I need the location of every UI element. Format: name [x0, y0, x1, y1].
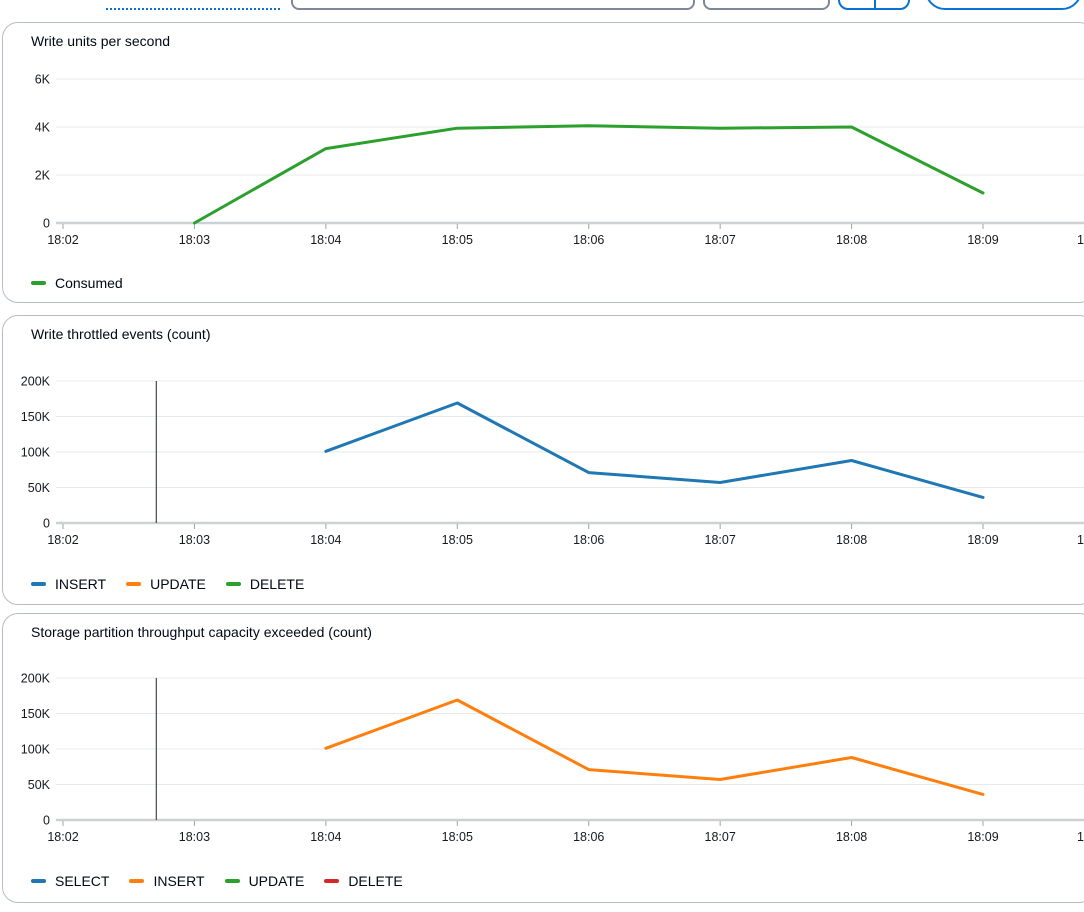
chart-title: Storage partition throughput capacity ex…	[31, 624, 372, 640]
x-axis-overflow-label: 1	[1077, 830, 1084, 844]
toolbar	[0, 0, 1084, 14]
x-axis-tick-label: 18:03	[179, 533, 210, 547]
legend-swatch-icon	[126, 582, 142, 586]
y-axis-tick-label: 100K	[21, 743, 51, 757]
legend-item[interactable]: INSERT	[31, 576, 106, 592]
line-chart-canvas[interactable]: 6K 4K 2K 0 18:02 18:03 18:04 18:05 18:06 18:07 18:…	[3, 23, 1084, 263]
x-axis-tick-label: 18:06	[573, 830, 604, 844]
x-axis-tick-label: 18:09	[967, 830, 998, 844]
x-axis-tick-label: 18:04	[310, 533, 341, 547]
x-axis-tick-label: 18:02	[47, 233, 78, 247]
x-axis-tick-label: 18:05	[442, 830, 473, 844]
line-chart-canvas[interactable]: 200K 150K 100K 50K 0 18:02 18:03 18:04 18:05 18:0…	[3, 316, 1084, 564]
y-axis-tick-label: 200K	[21, 672, 51, 686]
x-axis-tick-label: 18:09	[967, 533, 998, 547]
y-axis-tick-label: 100K	[21, 446, 51, 460]
x-axis-overflow-label: 1	[1077, 533, 1084, 547]
series-line-insert	[324, 698, 985, 796]
legend-item[interactable]: UPDATE	[224, 873, 305, 889]
legend-label: DELETE	[348, 873, 403, 889]
legend-label: DELETE	[249, 576, 305, 592]
series-line-consumed	[192, 124, 985, 225]
x-axis-tick-label: 18:05	[442, 233, 473, 247]
x-axis-tick-label: 18:08	[836, 533, 867, 547]
x-axis-tick-label: 18:08	[836, 830, 867, 844]
chart-panel-write-units: Write units per second 6K 4K 2K 0 18:02 18:03…	[2, 22, 1084, 303]
legend-label: INSERT	[55, 576, 107, 592]
chart-panel-write-throttled: Write throttled events (count) 200K 150K 1…	[2, 315, 1084, 605]
legend-swatch-icon	[31, 281, 46, 285]
y-axis-tick-label: 200K	[21, 375, 51, 389]
chart-legend: Consumed	[31, 275, 123, 291]
x-axis-tick-label: 18:07	[705, 233, 736, 247]
x-axis-tick-label: 18:09	[967, 233, 998, 247]
legend-label: UPDATE	[248, 873, 305, 889]
series-line-insert	[324, 401, 985, 499]
info-link-underline[interactable]	[106, 0, 280, 10]
x-axis-tick-label: 18:04	[310, 233, 341, 247]
y-axis-tick-label: 0	[43, 517, 50, 531]
legend-swatch-icon	[324, 879, 340, 883]
legend-swatch-icon	[31, 879, 46, 883]
y-axis-tick-label: 4K	[35, 121, 51, 135]
chart-title: Write units per second	[31, 33, 171, 49]
x-axis-tick-label: 18:02	[47, 533, 78, 547]
legend-item[interactable]: Consumed	[31, 275, 123, 291]
legend-label: INSERT	[153, 873, 205, 889]
legend-label: UPDATE	[150, 576, 206, 592]
y-axis-tick-label: 150K	[21, 707, 51, 721]
y-axis-tick-label: 0	[43, 814, 50, 828]
segment-divider-icon	[874, 0, 876, 8]
x-axis-tick-label: 18:07	[705, 830, 736, 844]
y-axis-tick-label: 50K	[28, 778, 51, 792]
y-axis-tick-label: 0	[43, 217, 50, 231]
legend-label: SELECT	[55, 873, 110, 889]
dropdown-control[interactable]	[703, 0, 830, 10]
legend-item[interactable]: UPDATE	[126, 576, 206, 592]
legend-swatch-icon	[224, 879, 240, 883]
chart-legend: SELECT INSERT UPDATE DELETE	[31, 873, 403, 889]
primary-action-button[interactable]	[925, 0, 1082, 10]
zoom-segmented-control[interactable]	[838, 0, 910, 10]
search-input[interactable]	[291, 0, 695, 10]
legend-item[interactable]: DELETE	[324, 873, 403, 889]
y-axis-tick-label: 6K	[35, 73, 51, 87]
legend-label: Consumed	[55, 275, 123, 291]
x-axis-tick-label: 18:08	[836, 233, 867, 247]
x-axis-tick-label: 18:07	[705, 533, 736, 547]
y-axis-tick-label: 50K	[28, 481, 51, 495]
legend-item[interactable]: INSERT	[129, 873, 205, 889]
legend-item[interactable]: DELETE	[225, 576, 305, 592]
x-axis-tick-label: 18:03	[179, 233, 210, 247]
line-chart-canvas[interactable]: 200K 150K 100K 50K 0 18:02 18:03 18:04 18:05 18:0…	[3, 614, 1084, 861]
y-axis-tick-label: 2K	[35, 169, 51, 183]
chart-legend: INSERT UPDATE DELETE	[31, 576, 304, 592]
legend-swatch-icon	[225, 582, 241, 586]
legend-item[interactable]: SELECT	[31, 873, 109, 889]
chart-panel-storage-partition: Storage partition throughput capacity ex…	[2, 613, 1084, 903]
x-axis-tick-label: 18:06	[573, 533, 604, 547]
legend-swatch-icon	[129, 879, 145, 883]
x-axis-tick-label: 18:06	[573, 233, 604, 247]
x-axis-tick-label: 18:04	[310, 830, 341, 844]
legend-swatch-icon	[31, 582, 46, 586]
y-axis-tick-label: 150K	[21, 410, 51, 424]
x-axis-tick-label: 18:05	[442, 533, 473, 547]
chart-title: Write throttled events (count)	[31, 326, 211, 342]
x-axis-tick-label: 18:03	[179, 830, 210, 844]
x-axis-overflow-label: 1	[1077, 233, 1084, 247]
x-axis-tick-label: 18:02	[47, 830, 78, 844]
